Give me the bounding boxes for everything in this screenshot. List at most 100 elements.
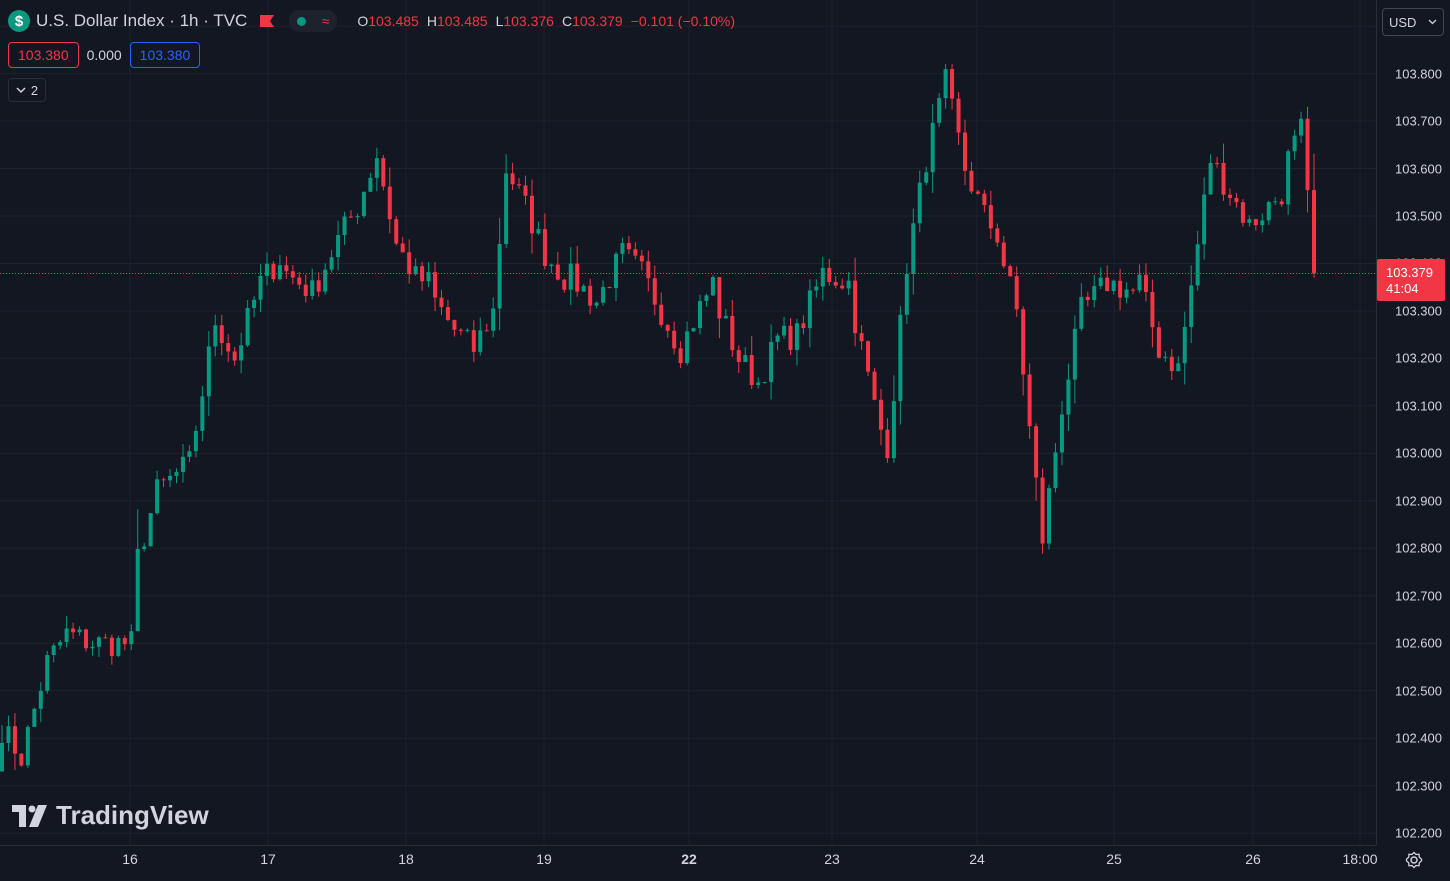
candle — [200, 385, 205, 442]
candle — [1286, 149, 1291, 215]
flag-icon[interactable] — [259, 13, 275, 29]
y-tick-label: 102.800 — [1395, 540, 1442, 556]
chart-plot-area[interactable] — [0, 0, 1376, 845]
candle — [452, 319, 457, 337]
candle — [71, 622, 76, 639]
indicators-toggle-button[interactable]: 2 — [8, 78, 46, 102]
tradingview-logo[interactable]: TradingView — [12, 800, 209, 831]
candle — [349, 210, 354, 219]
candle-body — [374, 158, 379, 178]
candle — [368, 172, 373, 193]
candle — [1137, 264, 1142, 293]
candle-body — [575, 263, 580, 292]
candle — [484, 323, 489, 332]
candle — [911, 208, 916, 295]
candle — [264, 252, 269, 286]
candle-body — [801, 323, 806, 329]
x-tick-label: 18:00 — [1342, 851, 1378, 867]
candle-body — [995, 228, 1000, 243]
sell-button[interactable]: 103.380 — [8, 42, 79, 68]
candle — [1312, 153, 1316, 278]
candle-body — [820, 267, 825, 287]
bar-countdown: 41:04 — [1386, 281, 1419, 297]
candle-body — [1292, 135, 1297, 152]
candle-body — [1124, 289, 1129, 298]
candle — [1182, 311, 1187, 385]
candle-body — [743, 355, 748, 363]
candle — [885, 418, 890, 463]
market-open-dot-icon — [297, 16, 307, 26]
candle-body — [445, 307, 450, 320]
candle-body — [833, 281, 838, 286]
price-axis[interactable]: 103.900103.800103.700103.600103.500103.4… — [1376, 0, 1450, 845]
candle-body — [1150, 291, 1155, 328]
buy-button[interactable]: 103.380 — [129, 42, 201, 68]
gear-icon[interactable] — [1404, 850, 1424, 870]
candle — [90, 640, 95, 656]
symbol-title[interactable]: U.S. Dollar Index · 1h · TVC — [36, 11, 248, 30]
x-tick-label: 25 — [1106, 851, 1122, 867]
candle-body — [25, 726, 30, 766]
candle — [258, 264, 263, 313]
candle — [84, 628, 89, 652]
candle — [743, 347, 748, 363]
candle — [206, 331, 211, 416]
candle — [542, 213, 547, 270]
candle-body — [1059, 414, 1064, 453]
candle-body — [529, 195, 534, 234]
candle — [827, 259, 832, 286]
candle — [529, 179, 534, 254]
candle-body — [458, 329, 463, 331]
candle — [517, 178, 522, 189]
candle — [316, 272, 321, 297]
currency-select[interactable]: USD — [1382, 8, 1444, 36]
candle — [788, 318, 793, 355]
candle-body — [1247, 219, 1252, 223]
chevron-down-icon — [1428, 19, 1437, 25]
candle — [1040, 468, 1045, 554]
candle-body — [943, 69, 948, 99]
last-price-label: 103.379 41:04 — [1377, 259, 1445, 302]
candle-body — [1273, 201, 1278, 203]
candle-body — [756, 382, 761, 386]
candle — [633, 242, 638, 260]
candle-body — [878, 399, 883, 430]
candle — [581, 283, 586, 292]
candle — [381, 154, 386, 191]
candle — [109, 634, 114, 665]
candle-body — [174, 472, 179, 476]
time-axis[interactable]: 16 17 18 19 22 23 24 25 26 18:00 — [0, 845, 1378, 881]
candle — [878, 388, 883, 446]
candlestick-chart[interactable] — [0, 0, 1376, 845]
candle-body — [1156, 327, 1161, 358]
candle — [523, 175, 528, 205]
candle-body — [1085, 296, 1090, 301]
candle-body — [1176, 363, 1181, 372]
candle — [775, 333, 780, 351]
candle-body — [866, 341, 871, 372]
candle — [756, 377, 761, 389]
dollar-icon[interactable]: $ — [8, 10, 30, 32]
candle-body — [911, 223, 916, 274]
candle-body — [439, 297, 444, 308]
candle-body — [129, 631, 134, 645]
candle-body — [639, 255, 644, 262]
candle-body — [730, 315, 735, 351]
candle — [1227, 188, 1232, 206]
candle — [226, 334, 231, 362]
y-tick-label: 103.300 — [1395, 303, 1442, 319]
candle — [672, 321, 677, 355]
currency-value: USD — [1389, 14, 1417, 30]
candle-body — [594, 302, 599, 306]
candle-body — [691, 328, 696, 332]
x-tick-label: 26 — [1245, 851, 1261, 867]
candle — [374, 147, 379, 192]
candle-body — [885, 429, 890, 459]
market-status-pill[interactable]: ≈ — [289, 10, 338, 32]
open-value: 103.485 — [368, 13, 419, 29]
candle-body — [161, 479, 166, 481]
y-tick-label: 103.600 — [1395, 161, 1442, 177]
candle — [840, 278, 845, 290]
candle — [1176, 356, 1181, 372]
candle — [769, 324, 774, 400]
